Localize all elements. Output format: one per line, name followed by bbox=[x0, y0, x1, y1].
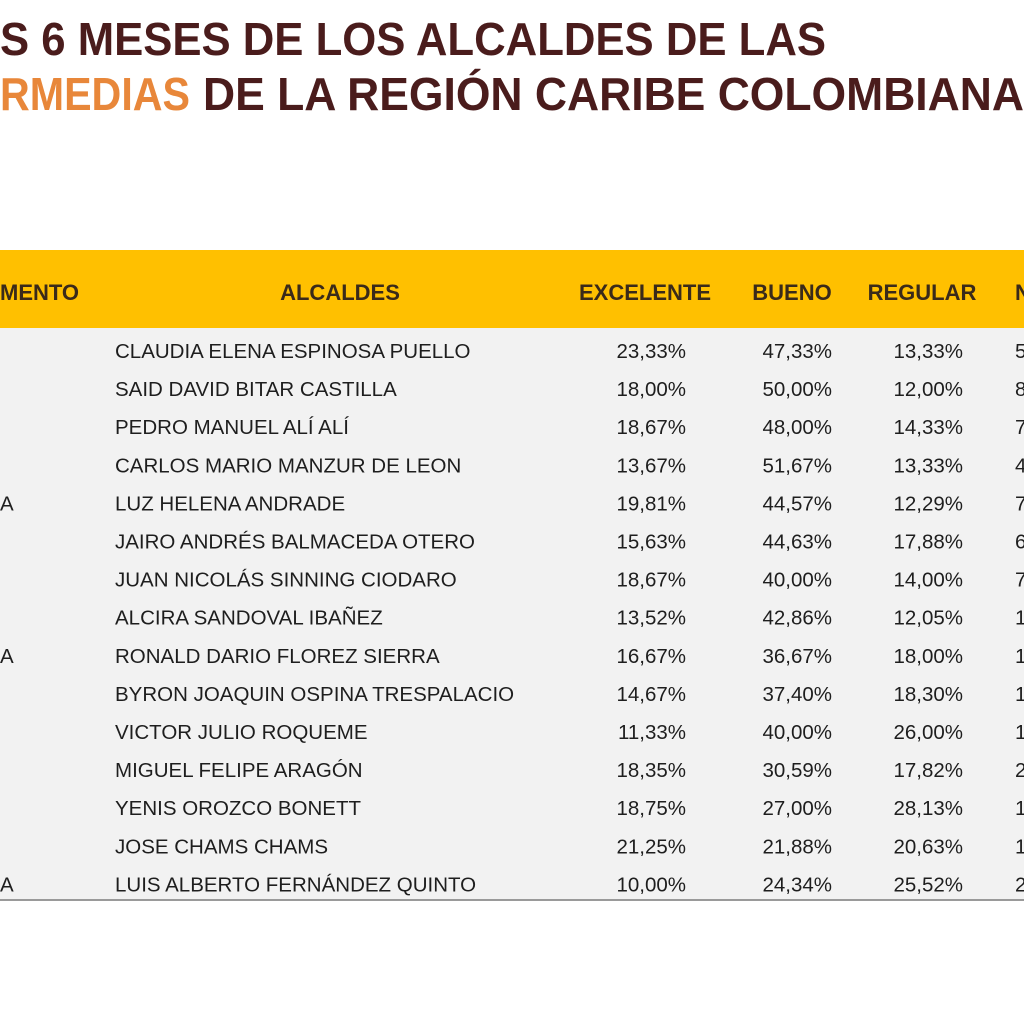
cell: 6 bbox=[1015, 531, 1024, 554]
cell: A bbox=[0, 645, 14, 668]
cell: 18,30% bbox=[893, 683, 963, 706]
cell: 2 bbox=[1015, 759, 1024, 782]
cell: 1 bbox=[1015, 607, 1024, 630]
mayor-name: CARLOS MARIO MANZUR DE LEON bbox=[115, 454, 461, 477]
table: MENTO ALCALDES EXCELENTE BUENO REGULAR N CLAUD… bbox=[0, 280, 1024, 896]
cell: 23,33% bbox=[616, 340, 686, 363]
header-cell: N bbox=[1015, 280, 1024, 305]
cell: 7 bbox=[1015, 492, 1024, 515]
mayor-name: VICTOR JULIO ROQUEME bbox=[115, 721, 368, 744]
cell: 1 bbox=[1015, 683, 1024, 706]
cell: 13,52% bbox=[616, 607, 686, 630]
mayor-name: BYRON JOAQUIN OSPINA TRESPALACIO bbox=[115, 683, 514, 706]
title-highlight: RMEDIAS bbox=[0, 68, 190, 120]
cell: 1 bbox=[1015, 797, 1024, 820]
mayor-name: PEDRO MANUEL ALÍ ALÍ bbox=[115, 416, 349, 439]
cell: 17,82% bbox=[893, 759, 963, 782]
cell: 12,00% bbox=[893, 378, 963, 401]
cell: 13,33% bbox=[893, 454, 963, 477]
cell: 2 bbox=[1015, 873, 1024, 896]
cell: 18,67% bbox=[616, 569, 686, 592]
cell: 17,88% bbox=[893, 531, 963, 554]
mayor-name: JOSE CHAMS CHAMS bbox=[115, 835, 328, 858]
cell: 1 bbox=[1015, 835, 1024, 858]
cell: 15,63% bbox=[616, 531, 686, 554]
cell: 40,00% bbox=[762, 721, 832, 744]
cell: 1 bbox=[1015, 721, 1024, 744]
cell: 11,33% bbox=[618, 721, 686, 744]
cell: 48,00% bbox=[762, 416, 832, 439]
cell: A bbox=[0, 873, 14, 896]
cell: 44,57% bbox=[762, 492, 832, 515]
cell: 10,00% bbox=[616, 873, 686, 896]
mayor-name: JUAN NICOLÁS SINNING CIODARO bbox=[115, 569, 457, 592]
cell: A bbox=[0, 492, 14, 515]
header-cell: REGULAR bbox=[868, 280, 977, 305]
mayor-name: MIGUEL FELIPE ARAGÓN bbox=[115, 759, 363, 782]
cell: 40,00% bbox=[762, 569, 832, 592]
cell: 7 bbox=[1015, 569, 1024, 592]
table-body bbox=[0, 328, 1024, 900]
cell: 18,67% bbox=[616, 416, 686, 439]
cell: 26,00% bbox=[893, 721, 963, 744]
cell: 13,67% bbox=[616, 454, 686, 477]
cell: 27,00% bbox=[762, 797, 832, 820]
mayor-name: YENIS OROZCO BONETT bbox=[115, 797, 361, 820]
mayor-name: RONALD DARIO FLOREZ SIERRA bbox=[115, 645, 440, 668]
cell: 20,63% bbox=[893, 835, 963, 858]
cell: 36,67% bbox=[762, 645, 832, 668]
cell: 44,63% bbox=[762, 531, 832, 554]
cell: 18,00% bbox=[616, 378, 686, 401]
cell: 21,88% bbox=[762, 835, 832, 858]
title-line-1: S 6 MESES DE LOS ALCALDES DE LAS bbox=[0, 13, 826, 65]
cell: 12,05% bbox=[893, 607, 963, 630]
header-cell: BUENO bbox=[752, 280, 831, 305]
cell: 7 bbox=[1015, 416, 1024, 439]
cell: 18,35% bbox=[616, 759, 686, 782]
header-band bbox=[0, 250, 1024, 328]
mayor-name: SAID DAVID BITAR CASTILLA bbox=[115, 378, 397, 401]
cell: 14,00% bbox=[893, 569, 963, 592]
cell: 50,00% bbox=[762, 378, 832, 401]
mayor-name: ALCIRA SANDOVAL IBAÑEZ bbox=[115, 607, 383, 630]
cell: 16,67% bbox=[616, 645, 686, 668]
cell: 13,33% bbox=[893, 340, 963, 363]
cell: 18,00% bbox=[893, 645, 963, 668]
cell: 21,25% bbox=[616, 835, 686, 858]
cell: 8 bbox=[1015, 378, 1024, 401]
cell: 12,29% bbox=[893, 492, 963, 515]
cell: 30,59% bbox=[762, 759, 832, 782]
mayor-name: CLAUDIA ELENA ESPINOSA PUELLO bbox=[115, 340, 471, 363]
cell: 19,81% bbox=[616, 492, 686, 515]
cell: 4 bbox=[1015, 454, 1024, 477]
cell: 37,40% bbox=[762, 683, 832, 706]
cell: 28,13% bbox=[893, 797, 963, 820]
cell: 18,75% bbox=[616, 797, 686, 820]
cell: 25,52% bbox=[893, 873, 963, 896]
cell: 47,33% bbox=[762, 340, 832, 363]
header-cell: MENTO bbox=[0, 280, 79, 305]
mayor-name: JAIRO ANDRÉS BALMACEDA OTERO bbox=[115, 531, 475, 554]
title-line-2: DE LA REGIÓN CARIBE COLOMBIANA bbox=[203, 68, 1024, 120]
header-cell: EXCELENTE bbox=[579, 280, 711, 305]
cell: 51,67% bbox=[762, 454, 832, 477]
cell: 14,67% bbox=[616, 683, 686, 706]
header-cell: ALCALDES bbox=[280, 280, 400, 305]
cell: 14,33% bbox=[893, 416, 963, 439]
mayor-name: LUZ HELENA ANDRADE bbox=[115, 492, 345, 515]
mayor-name: LUIS ALBERTO FERNÁNDEZ QUINTO bbox=[115, 873, 476, 896]
cell: 42,86% bbox=[762, 607, 832, 630]
cell: 1 bbox=[1015, 645, 1024, 668]
cell: 24,34% bbox=[762, 873, 832, 896]
cell: 5 bbox=[1015, 340, 1024, 363]
